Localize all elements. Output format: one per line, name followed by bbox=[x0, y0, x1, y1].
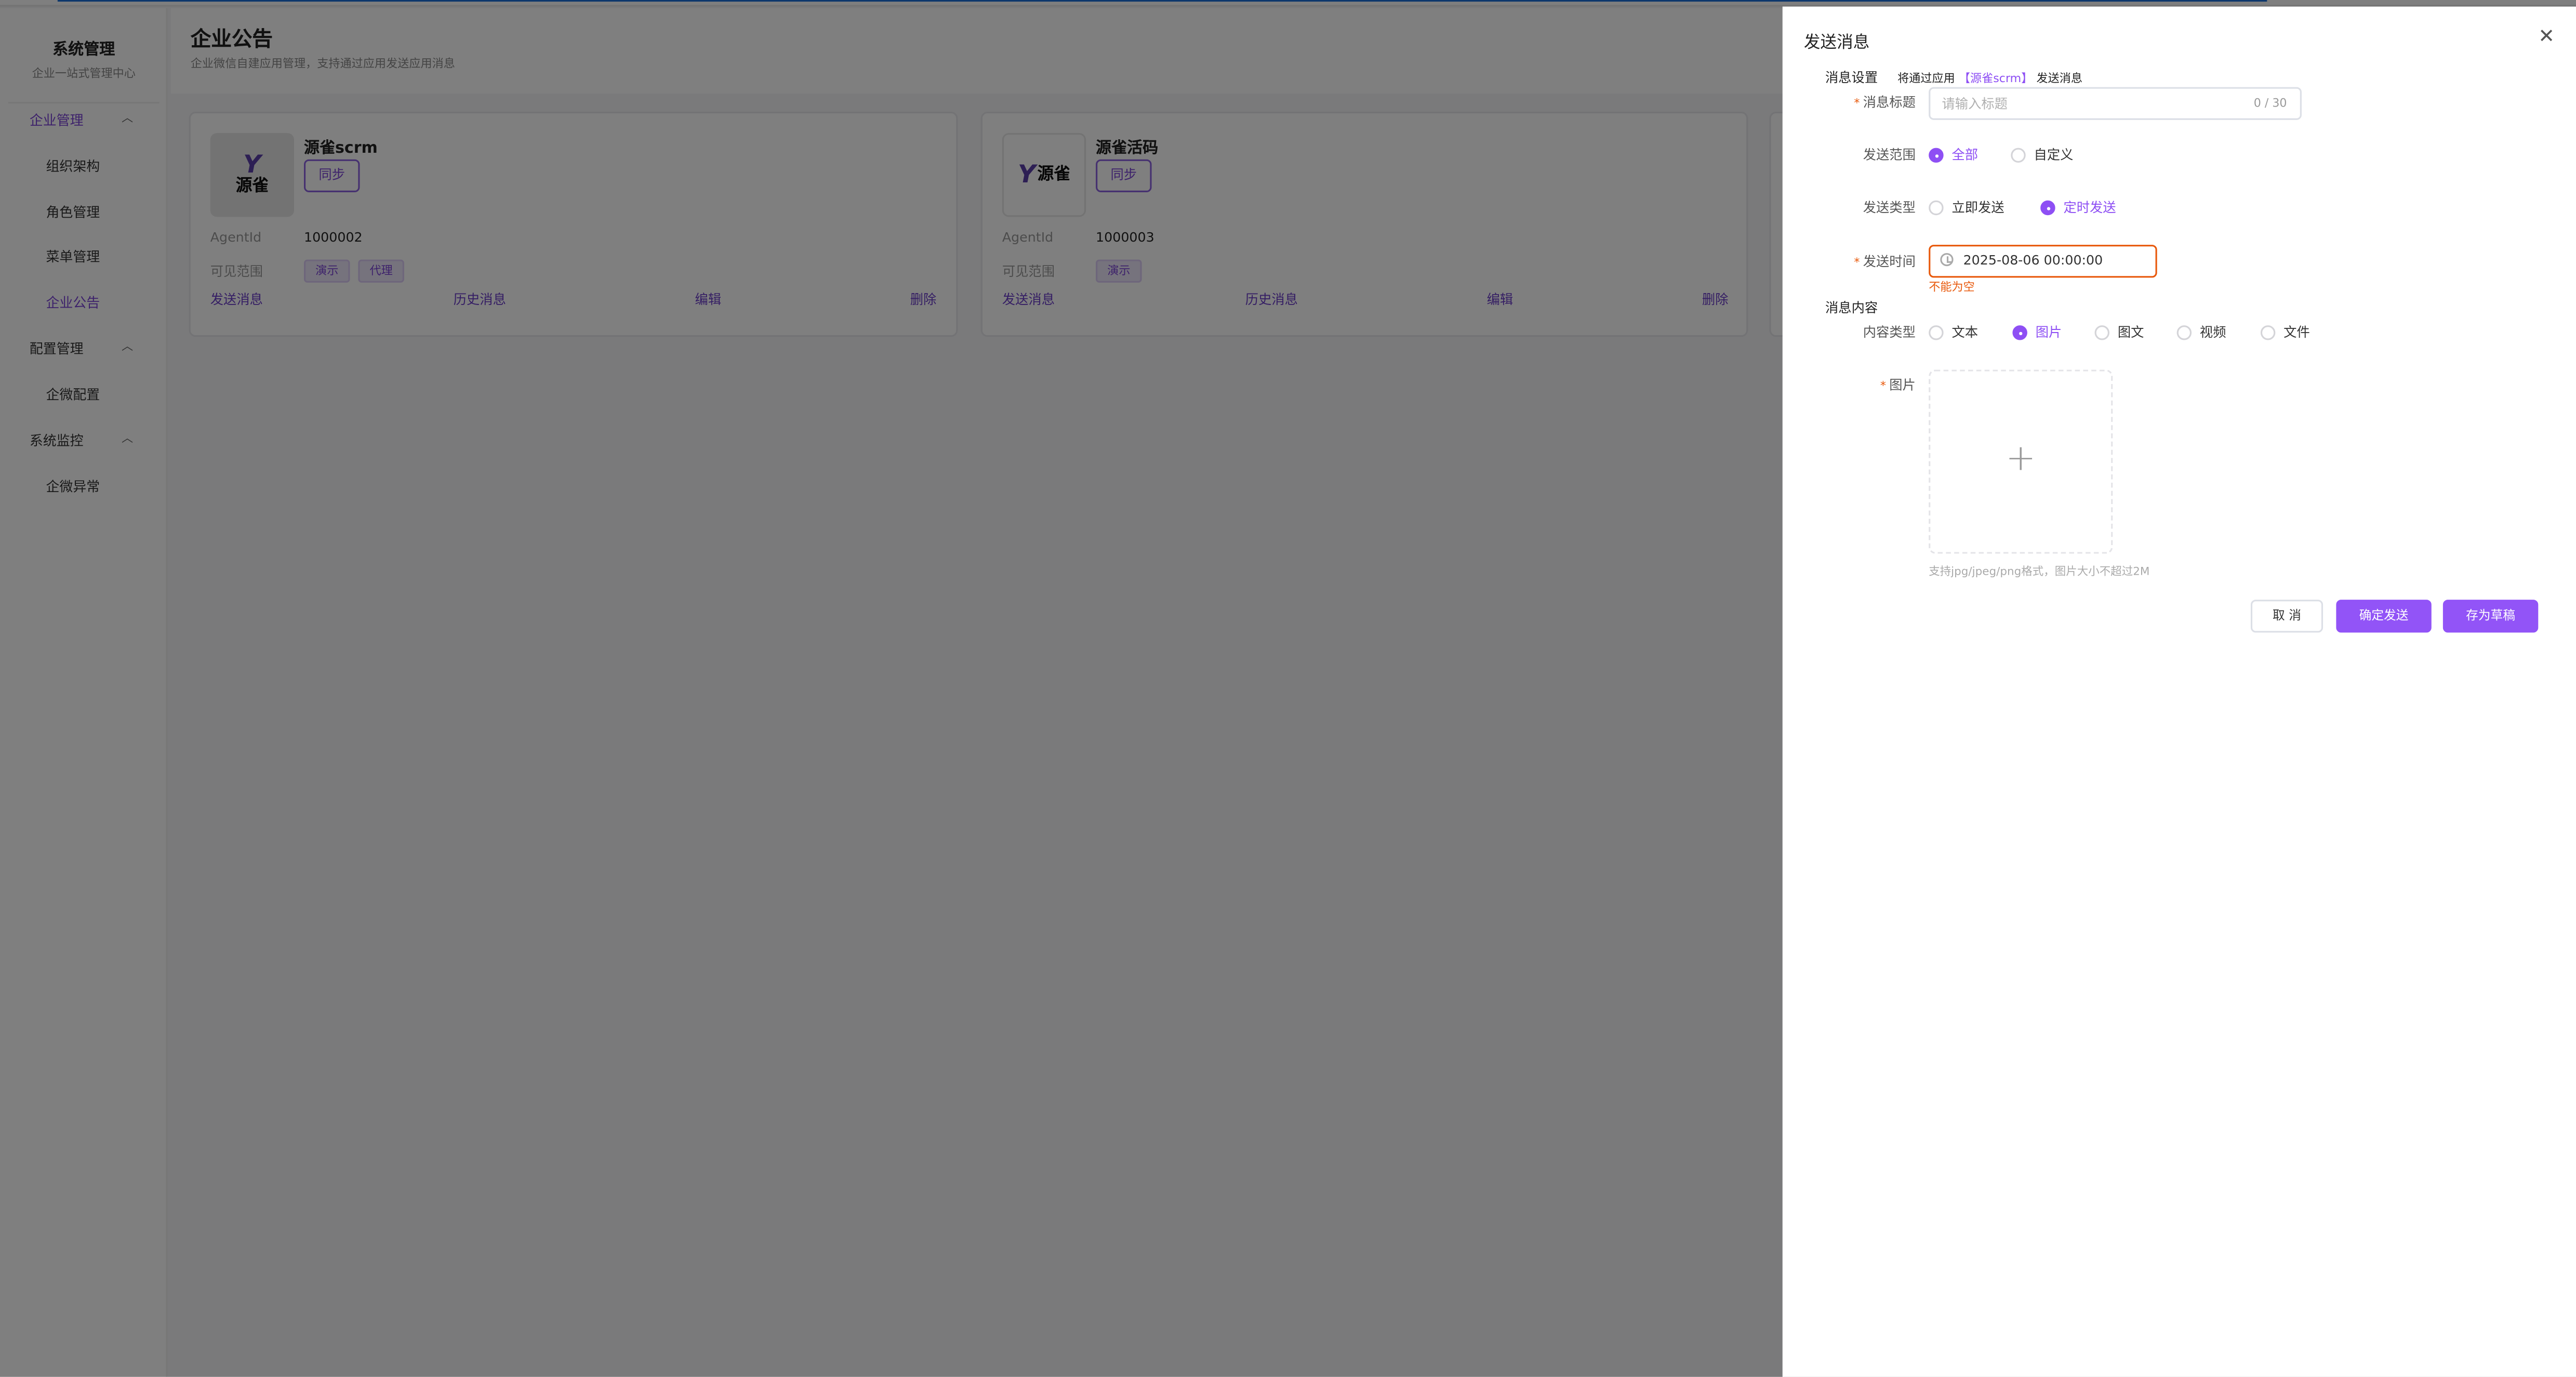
upload-hint: 支持jpg/jpeg/png格式，图片大小不超过2M bbox=[1929, 565, 2150, 579]
radio-scope-custom[interactable] bbox=[2011, 148, 2026, 163]
content-section-title: 消息内容 bbox=[1825, 300, 1878, 316]
close-icon[interactable]: ✕ bbox=[2538, 24, 2555, 48]
clock-icon bbox=[1940, 253, 1954, 267]
send-time-picker[interactable]: 2025-08-06 00:00:00 bbox=[1929, 245, 2157, 278]
char-counter: 0 / 30 bbox=[2253, 97, 2287, 110]
radio-label[interactable]: 立即发送 bbox=[1951, 200, 2004, 216]
radio-label[interactable]: 图文 bbox=[2117, 325, 2144, 340]
radio-send-now[interactable] bbox=[1929, 200, 1944, 216]
via-prefix: 将通过应用 bbox=[1897, 72, 1955, 86]
radio-content-text[interactable] bbox=[1929, 325, 1944, 340]
image-upload[interactable]: + bbox=[1929, 369, 2113, 554]
radio-label[interactable]: 文件 bbox=[2283, 325, 2310, 340]
title-placeholder: 请输入标题 bbox=[1942, 97, 2008, 112]
settings-section-title: 消息设置 bbox=[1825, 70, 1878, 86]
radio-label[interactable]: 全部 bbox=[1951, 148, 1979, 163]
confirm-send-button[interactable]: 确定发送 bbox=[2336, 600, 2432, 633]
scope-label: 发送范围 bbox=[1863, 148, 1916, 163]
via-app-note: 将通过应用 【源雀scrm】 发送消息 bbox=[1897, 71, 2082, 87]
send-time-value: 2025-08-06 00:00:00 bbox=[1963, 253, 2103, 268]
radio-label[interactable]: 视频 bbox=[2199, 325, 2226, 340]
title-label: * 消息标题 bbox=[1854, 95, 1916, 110]
radio-label[interactable]: 自定义 bbox=[2034, 148, 2074, 163]
via-app-name: 【源雀scrm】 bbox=[1958, 72, 2033, 86]
drawer-title: 发送消息 bbox=[1803, 34, 1870, 53]
radio-content-video[interactable] bbox=[2176, 325, 2192, 340]
title-input[interactable]: 请输入标题 0 / 30 bbox=[1929, 87, 2302, 120]
plus-icon: + bbox=[2006, 439, 2036, 480]
content-type-label: 内容类型 bbox=[1863, 325, 1916, 340]
send-message-drawer: 发送消息 ✕ 消息设置 将通过应用 【源雀scrm】 发送消息 * 消息标题 请输… bbox=[1782, 6, 2576, 1377]
radio-content-file[interactable] bbox=[2260, 325, 2276, 340]
via-suffix: 发送消息 bbox=[2036, 72, 2082, 86]
radio-label[interactable]: 定时发送 bbox=[2063, 200, 2116, 216]
cancel-button[interactable]: 取 消 bbox=[2250, 600, 2323, 633]
radio-scope-all[interactable] bbox=[1929, 148, 1944, 163]
radio-send-scheduled[interactable] bbox=[2040, 200, 2055, 216]
radio-label[interactable]: 图片 bbox=[2035, 325, 2062, 340]
radio-label[interactable]: 文本 bbox=[1951, 325, 1979, 340]
radio-content-news[interactable] bbox=[2094, 325, 2110, 340]
send-time-error: 不能为空 bbox=[1929, 281, 1975, 294]
radio-content-image[interactable] bbox=[2012, 325, 2027, 340]
save-draft-button[interactable]: 存为草稿 bbox=[2442, 600, 2539, 633]
image-label: * 图片 bbox=[1880, 378, 1916, 393]
send-type-label: 发送类型 bbox=[1863, 200, 1916, 216]
send-time-label: * 发送时间 bbox=[1854, 255, 1916, 270]
